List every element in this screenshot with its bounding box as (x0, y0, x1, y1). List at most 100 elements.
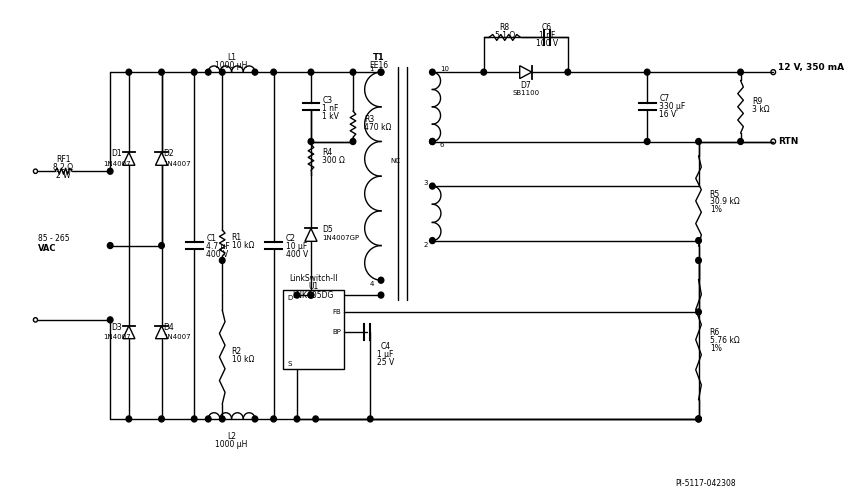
Text: LinkSwitch-II: LinkSwitch-II (289, 274, 337, 283)
Text: 85 - 265: 85 - 265 (38, 234, 70, 243)
Text: 1N4007GP: 1N4007GP (322, 235, 360, 241)
Text: 330 μF: 330 μF (660, 102, 686, 111)
Text: 30.9 kΩ: 30.9 kΩ (710, 197, 740, 206)
Circle shape (378, 292, 384, 298)
Text: 1000 μH: 1000 μH (215, 61, 247, 70)
Text: D7: D7 (520, 81, 531, 90)
Text: C2: C2 (286, 234, 296, 243)
Text: 10 kΩ: 10 kΩ (231, 240, 254, 249)
Text: L2: L2 (227, 432, 236, 441)
Polygon shape (156, 326, 167, 339)
Text: 1 kV: 1 kV (322, 112, 339, 121)
Circle shape (429, 139, 435, 144)
Text: 1N4007: 1N4007 (103, 334, 131, 340)
Polygon shape (519, 66, 532, 79)
Text: S: S (287, 361, 292, 367)
Text: 10 kΩ: 10 kΩ (231, 355, 254, 364)
Text: D5: D5 (322, 225, 333, 234)
Circle shape (191, 69, 197, 75)
Text: 6: 6 (439, 142, 445, 148)
Circle shape (429, 183, 435, 189)
Text: SB1100: SB1100 (513, 90, 540, 96)
Text: 25 V: 25 V (377, 358, 394, 367)
Text: VAC: VAC (38, 244, 57, 253)
Circle shape (644, 69, 650, 75)
Text: 2 W: 2 W (56, 171, 71, 180)
Polygon shape (305, 228, 317, 241)
Text: 4: 4 (370, 281, 374, 287)
Polygon shape (156, 152, 167, 165)
Text: 1 μF: 1 μF (377, 350, 394, 359)
Text: R6: R6 (710, 328, 720, 337)
Text: L1: L1 (227, 53, 236, 62)
Circle shape (219, 416, 225, 422)
Circle shape (219, 69, 225, 75)
Text: LNK605DG: LNK605DG (292, 291, 334, 300)
Circle shape (378, 69, 384, 75)
Circle shape (696, 258, 701, 264)
Circle shape (191, 416, 197, 422)
Text: R9: R9 (751, 97, 762, 106)
Text: R2: R2 (231, 347, 241, 356)
Text: 400 V: 400 V (286, 250, 308, 259)
Text: C6: C6 (541, 23, 552, 32)
Circle shape (309, 69, 314, 75)
Text: 4.7 μF: 4.7 μF (207, 242, 230, 251)
Text: RTN: RTN (778, 137, 798, 146)
Circle shape (219, 258, 225, 264)
Circle shape (429, 237, 435, 243)
Circle shape (294, 292, 300, 298)
Circle shape (738, 69, 744, 75)
Text: 1 nF: 1 nF (322, 104, 338, 113)
Circle shape (696, 139, 701, 144)
Text: R8: R8 (500, 23, 510, 32)
Circle shape (696, 309, 701, 315)
Circle shape (696, 416, 701, 422)
Text: 12 V, 350 mA: 12 V, 350 mA (778, 63, 844, 72)
Circle shape (159, 69, 164, 75)
Circle shape (309, 139, 314, 144)
Circle shape (252, 69, 258, 75)
Text: D4: D4 (163, 323, 174, 332)
Circle shape (206, 416, 211, 422)
Circle shape (107, 242, 113, 248)
Text: RF1: RF1 (56, 155, 71, 164)
Text: 1000 μH: 1000 μH (215, 440, 247, 449)
Text: 10 μF: 10 μF (286, 242, 307, 251)
Circle shape (126, 69, 132, 75)
Circle shape (565, 69, 570, 75)
Text: C4: C4 (381, 342, 391, 351)
Text: 10: 10 (439, 66, 449, 72)
Text: C7: C7 (660, 94, 670, 103)
Circle shape (126, 416, 132, 422)
Text: 2: 2 (423, 241, 428, 247)
Bar (283, 290, 343, 369)
Circle shape (696, 237, 701, 243)
Text: D2: D2 (163, 149, 174, 158)
Circle shape (378, 69, 384, 75)
Text: EE16: EE16 (370, 61, 388, 70)
Text: D1: D1 (111, 149, 122, 158)
Text: C1: C1 (207, 234, 217, 243)
Text: R1: R1 (231, 232, 241, 241)
Text: 3: 3 (423, 180, 428, 186)
Text: 1: 1 (370, 66, 374, 72)
Circle shape (309, 292, 314, 298)
Text: 5.1 Ω: 5.1 Ω (495, 31, 515, 40)
Text: 1%: 1% (710, 205, 722, 214)
Text: 3 kΩ: 3 kΩ (751, 105, 769, 114)
Circle shape (429, 69, 435, 75)
Text: 100 V: 100 V (536, 39, 558, 48)
Circle shape (429, 139, 435, 144)
Circle shape (313, 416, 319, 422)
Text: 1%: 1% (710, 344, 722, 353)
Text: FB: FB (332, 309, 341, 315)
Text: 300 Ω: 300 Ω (322, 156, 345, 165)
Circle shape (696, 416, 701, 422)
Circle shape (271, 416, 276, 422)
Polygon shape (122, 326, 135, 339)
Text: 1 nF: 1 nF (539, 31, 555, 40)
Circle shape (350, 139, 356, 144)
Circle shape (481, 69, 486, 75)
Polygon shape (122, 152, 135, 165)
